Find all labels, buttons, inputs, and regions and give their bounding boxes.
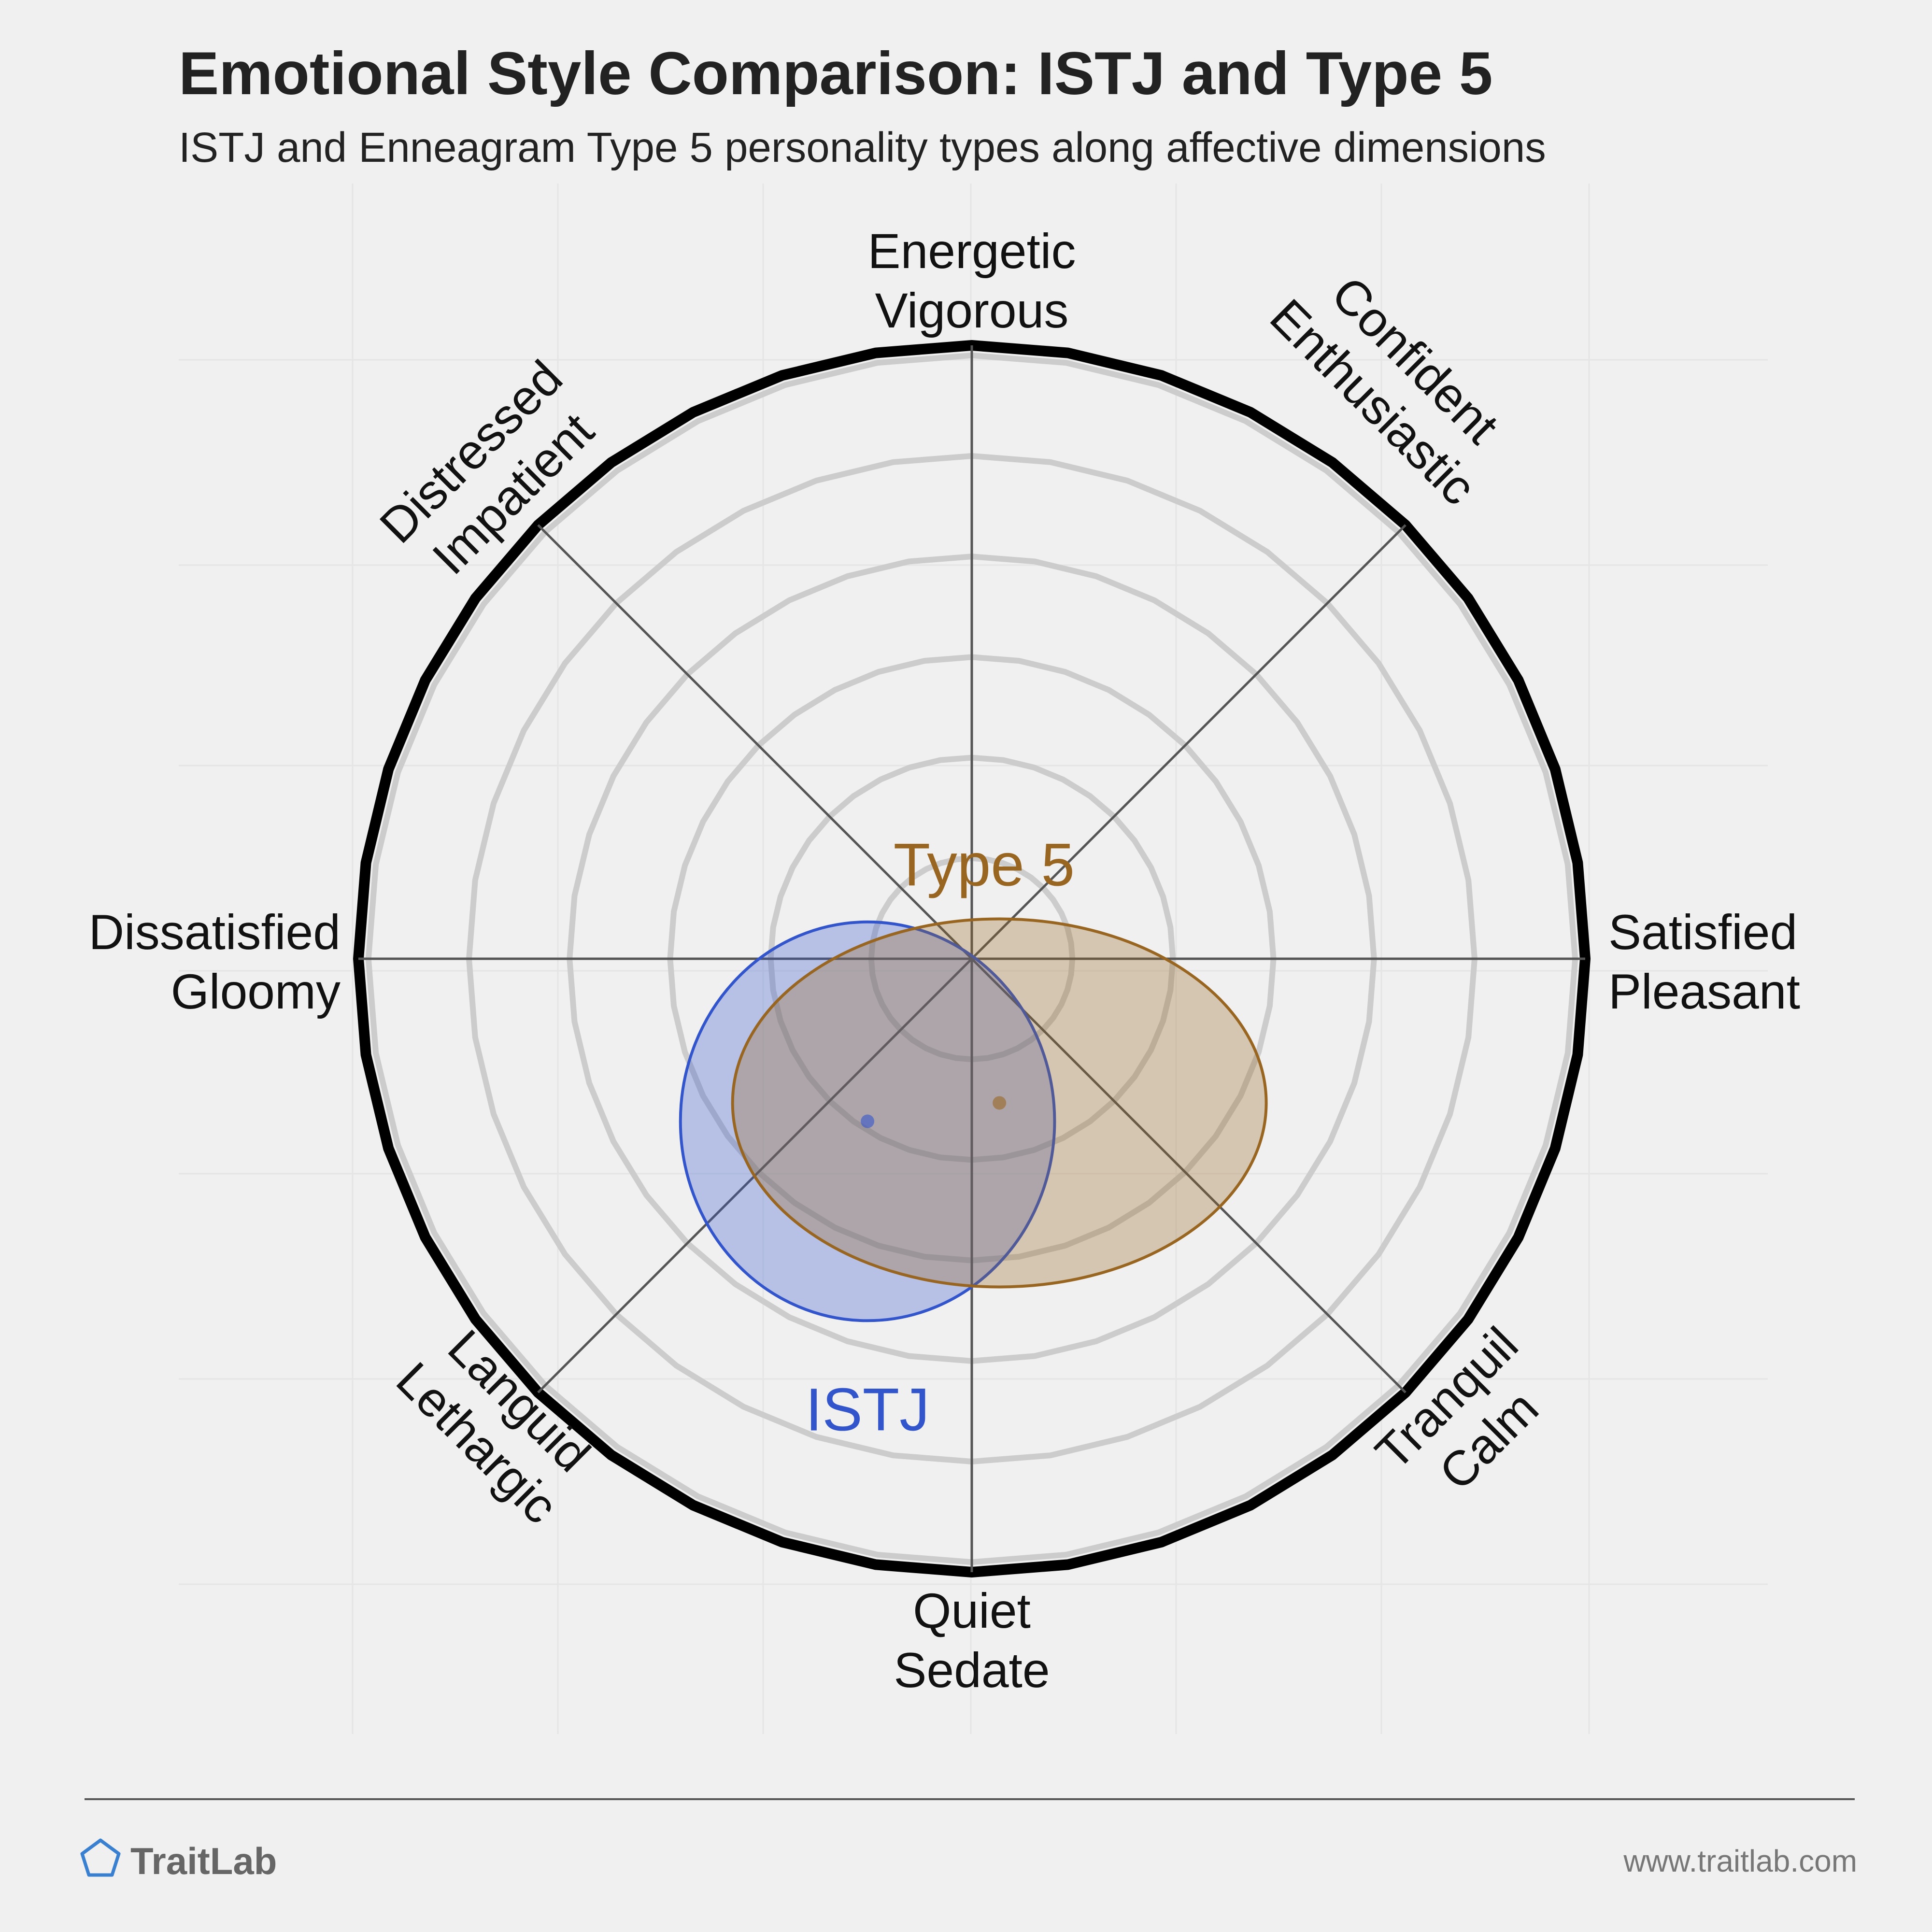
brand-name: TraitLab bbox=[130, 1840, 277, 1882]
series-center-istj bbox=[861, 1114, 875, 1128]
axis-label-line: Energetic bbox=[868, 224, 1076, 279]
series-label-istj: ISTJ bbox=[806, 1377, 930, 1444]
axis-label-line: Pleasant bbox=[1608, 964, 1800, 1019]
pentagon-logo-icon bbox=[80, 1838, 121, 1877]
axis-label-line: Vigorous bbox=[875, 283, 1069, 338]
footer-brand[interactable]: TraitLab bbox=[80, 1838, 277, 1882]
series-label-type-5: Type 5 bbox=[894, 831, 1075, 898]
axis-label-line: Sedate bbox=[894, 1643, 1050, 1698]
series-layer: ISTJ Type 5 bbox=[679, 831, 1268, 1444]
axis-label-line: Dissatisfied bbox=[88, 905, 341, 960]
chart-subtitle: ISTJ and Enneagram Type 5 personality ty… bbox=[179, 124, 1546, 171]
axis-diagonal-up bbox=[537, 524, 1406, 1393]
chart-title: Emotional Style Comparison: ISTJ and Typ… bbox=[179, 40, 1492, 107]
axis-lines bbox=[358, 345, 1585, 1572]
axis-label-line: Quiet bbox=[913, 1583, 1031, 1638]
series-center-type-5 bbox=[993, 1096, 1007, 1110]
axis-label-line: Satisfied bbox=[1608, 905, 1797, 960]
footer-url[interactable]: www.traitlab.com bbox=[1623, 1844, 1857, 1878]
axis-label-line: Gloomy bbox=[171, 964, 341, 1019]
